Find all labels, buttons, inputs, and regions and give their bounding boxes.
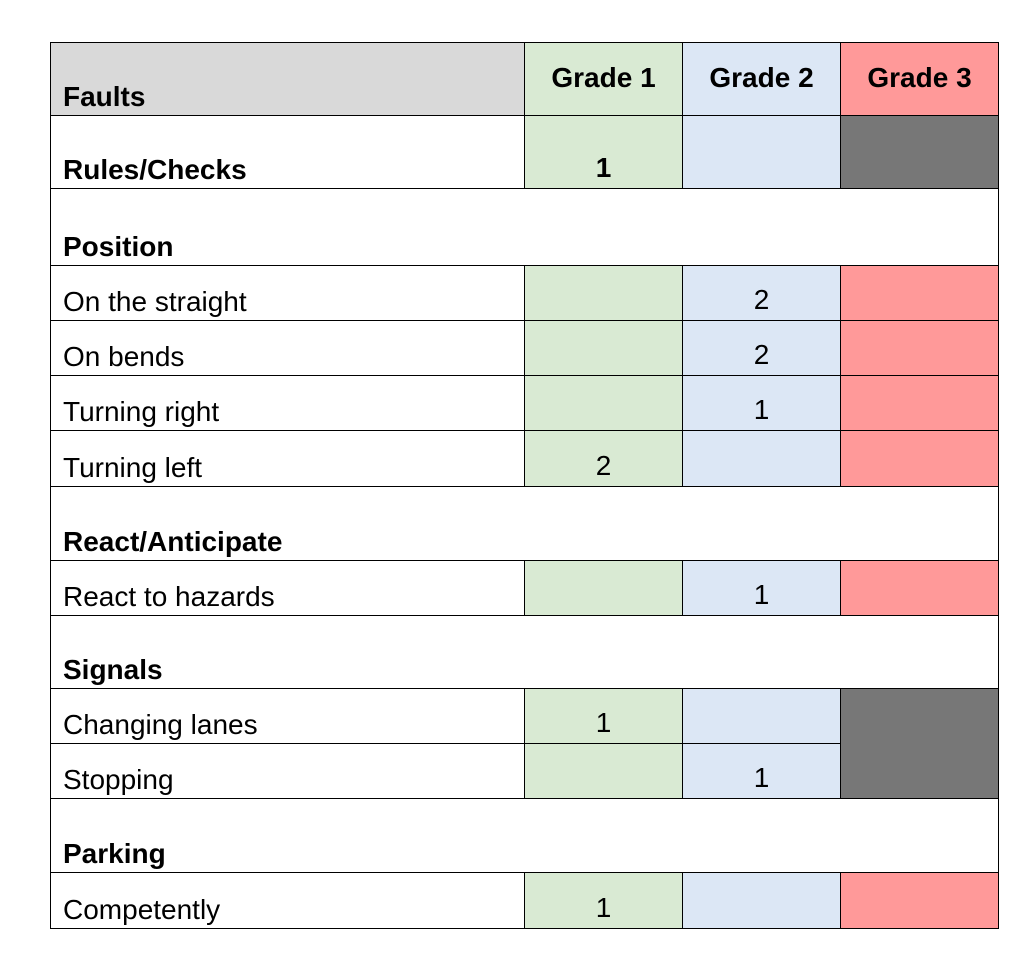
section-row: Position (50, 188, 999, 266)
section-row: Signals (50, 615, 999, 689)
cell: 1 (524, 872, 683, 929)
cell (840, 375, 999, 431)
cell (682, 688, 841, 744)
row-label: On the straight (50, 265, 525, 321)
section-label: Parking (50, 798, 999, 873)
row-label: On bends (50, 320, 525, 376)
cell (524, 375, 683, 431)
cell (840, 872, 999, 929)
cell: 1 (682, 743, 841, 799)
cell: 2 (682, 320, 841, 376)
cell: 2 (682, 265, 841, 321)
row: Turning right 1 (50, 375, 999, 431)
row-label: Turning left (50, 430, 525, 487)
header-row: Faults Grade 1 Grade 2 Grade 3 (50, 42, 999, 116)
section-row: Parking (50, 798, 999, 873)
cell: 2 (524, 430, 683, 487)
row: React to hazards 1 (50, 560, 999, 616)
cell (524, 265, 683, 321)
row: Competently 1 (50, 872, 999, 929)
cell (840, 688, 999, 799)
cell (682, 115, 841, 189)
cell (840, 115, 999, 189)
section-label: Position (50, 188, 999, 266)
cell (840, 320, 999, 376)
row-label: Changing lanes (50, 688, 525, 744)
section-label: Signals (50, 615, 999, 689)
row-label: Rules/Checks (50, 115, 525, 189)
cell: 1 (682, 560, 841, 616)
cell: 1 (524, 688, 683, 744)
cell (682, 872, 841, 929)
row-label: Turning right (50, 375, 525, 431)
header-cell: Grade 2 (682, 42, 841, 116)
row: Changing lanes 1 (50, 688, 999, 799)
row: Rules/Checks 1 (50, 115, 999, 189)
cell (840, 265, 999, 321)
header-cell: Faults (50, 42, 525, 116)
row: Turning left 2 (50, 430, 999, 487)
cell (840, 560, 999, 616)
section-label: React/Anticipate (50, 486, 999, 561)
cell (840, 430, 999, 487)
cell (524, 560, 683, 616)
cell: 1 (524, 115, 683, 189)
header-cell: Grade 1 (524, 42, 683, 116)
row: On bends 2 (50, 320, 999, 376)
cell (524, 743, 683, 799)
header-cell: Grade 3 (840, 42, 999, 116)
row: Stopping 1 (50, 743, 999, 799)
cell (524, 320, 683, 376)
row: On the straight 2 (50, 265, 999, 321)
row-label: Competently (50, 872, 525, 929)
cell: 1 (682, 375, 841, 431)
row-label: Stopping (50, 743, 525, 799)
faults-table: Faults Grade 1 Grade 2 Grade 3 Rules/Che… (50, 42, 999, 929)
row-label: React to hazards (50, 560, 525, 616)
section-row: React/Anticipate (50, 486, 999, 561)
cell (682, 430, 841, 487)
